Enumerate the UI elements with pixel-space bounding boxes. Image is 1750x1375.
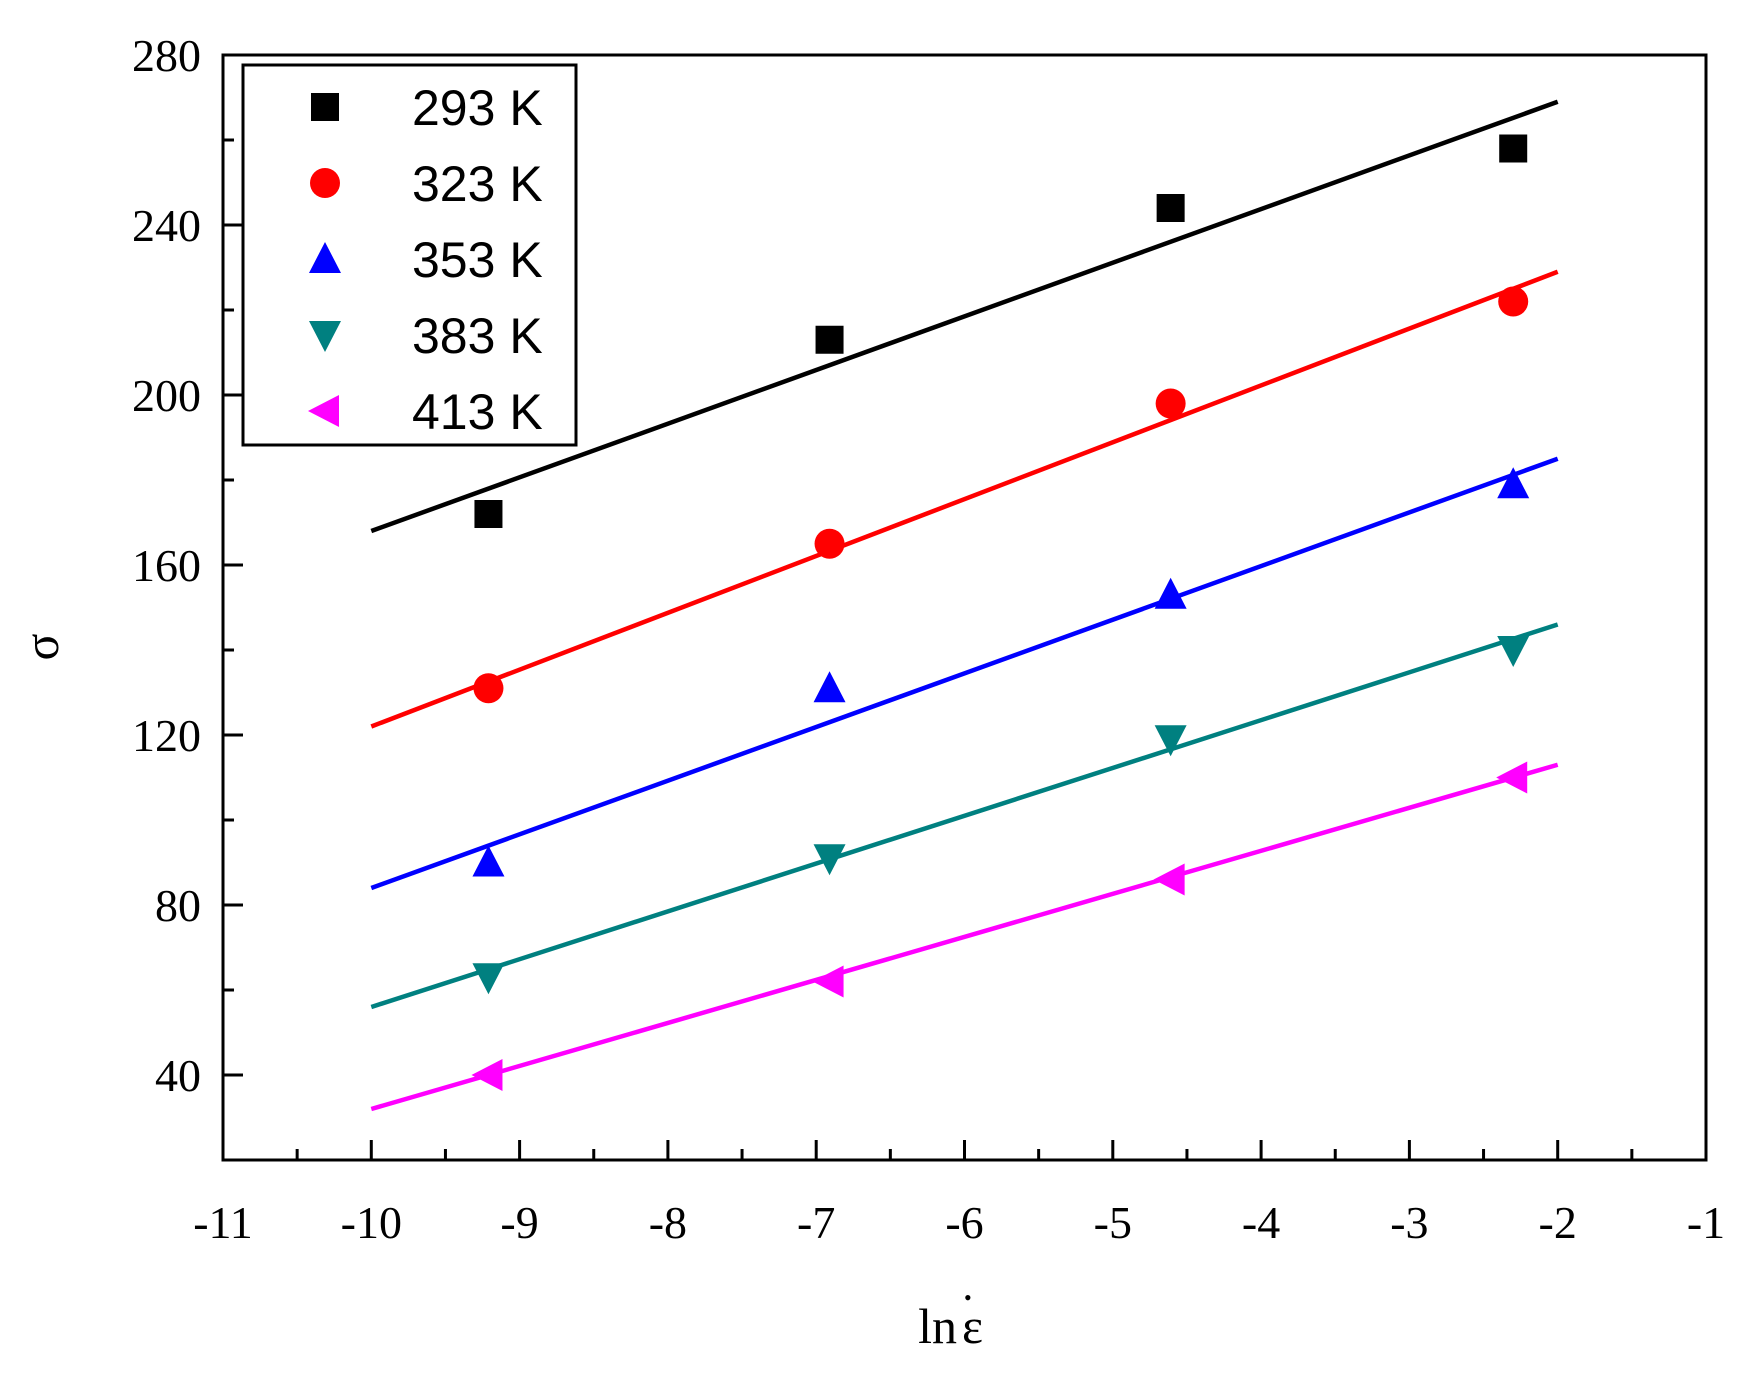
x-tick-label: -5 <box>1094 1197 1132 1248</box>
legend-marker-323-k <box>310 168 340 198</box>
x-tick-label: -6 <box>945 1197 983 1248</box>
data-point-293-k <box>1156 194 1185 222</box>
data-point-353-k <box>1154 577 1187 609</box>
data-point-323-k <box>1155 388 1186 419</box>
data-point-413-k <box>812 965 844 998</box>
legend-marker-383-k <box>309 321 341 352</box>
x-tick-label: -3 <box>1390 1197 1428 1248</box>
data-point-383-k <box>472 963 505 995</box>
legend: 293 K 323 K 353 K 383 K 413 K <box>241 63 578 447</box>
fit-line-293-k <box>370 99 1559 534</box>
x-tick-label: -9 <box>500 1197 538 1248</box>
data-point-293-k <box>474 500 503 528</box>
fit-line-383-k <box>370 622 1559 1010</box>
legend-marker-353-k <box>309 242 341 273</box>
data-point-413-k <box>1496 761 1528 794</box>
series-413-k <box>370 761 1559 1112</box>
data-point-383-k <box>1497 636 1530 667</box>
x-axis-title-symbol: ε <box>962 1298 983 1354</box>
x-tick-label: -4 <box>1242 1197 1280 1248</box>
series-353-k <box>370 456 1559 891</box>
legend-label-293-k: 293 K <box>412 80 543 136</box>
fit-line-353-k <box>370 456 1559 891</box>
x-tick-label: -11 <box>193 1197 253 1248</box>
x-axis-title-main: ln <box>918 1298 957 1354</box>
data-point-323-k <box>1498 286 1529 317</box>
x-axis: -11 -10 -9 -8 -7 -6 -5 -4 -3 -2 -1 <box>193 1140 1725 1248</box>
y-tick-label: 120 <box>132 710 201 761</box>
legend-box <box>241 63 578 447</box>
y-tick-label: 280 <box>132 30 201 81</box>
x-axis-title-dot: • <box>964 1285 972 1310</box>
x-tick-label: -8 <box>649 1197 687 1248</box>
data-point-353-k <box>472 845 505 877</box>
legend-label-353-k: 353 K <box>412 232 543 288</box>
legend-label-383-k: 383 K <box>412 308 543 364</box>
series-323-k <box>370 269 1559 729</box>
legend-label-413-k: 413 K <box>412 384 543 440</box>
data-point-293-k <box>815 325 844 354</box>
y-axis-title: σ <box>13 633 69 660</box>
fit-line-413-k <box>370 762 1559 1112</box>
x-tick-label: -1 <box>1687 1197 1725 1248</box>
x-tick-label: -2 <box>1539 1197 1577 1248</box>
data-point-353-k <box>813 671 846 703</box>
y-tick-label: 200 <box>132 370 201 421</box>
data-point-323-k <box>473 673 504 704</box>
x-tick-label: -10 <box>341 1197 402 1248</box>
y-tick-label: 80 <box>155 880 201 931</box>
legend-label-323-k: 323 K <box>412 156 543 212</box>
y-tick-label: 40 <box>155 1050 201 1101</box>
legend-marker-413-k <box>308 395 339 427</box>
fit-line-323-k <box>370 269 1559 729</box>
x-tick-label: -7 <box>797 1197 835 1248</box>
y-tick-label: 160 <box>132 540 201 591</box>
data-point-383-k <box>1154 725 1187 757</box>
data-point-383-k <box>813 844 846 876</box>
series-layer <box>370 99 1559 1112</box>
legend-marker-293-k <box>311 93 339 121</box>
y-tick-label: 240 <box>132 200 201 251</box>
y-axis: 40 80 120 160 200 240 280 <box>132 30 243 1162</box>
series-293-k <box>370 99 1559 534</box>
data-point-353-k <box>1497 467 1530 499</box>
data-point-413-k <box>471 1059 503 1091</box>
data-point-323-k <box>814 528 845 559</box>
data-point-293-k <box>1499 134 1528 163</box>
data-point-413-k <box>1153 863 1185 896</box>
series-383-k <box>370 622 1559 1010</box>
